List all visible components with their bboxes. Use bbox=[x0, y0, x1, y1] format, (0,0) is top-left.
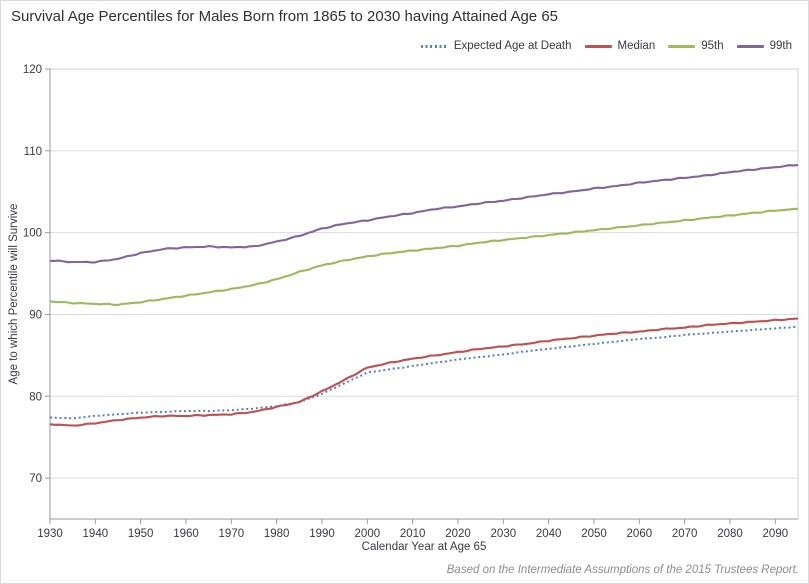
legend-label: Expected Age at Death bbox=[453, 40, 572, 52]
series-line-95th bbox=[49, 207, 799, 306]
series-line-99th bbox=[49, 164, 799, 264]
x-tick-label: 1970 bbox=[219, 528, 245, 540]
y-tick-label: 70 bbox=[29, 473, 42, 485]
legend-item-median: Median bbox=[584, 40, 656, 52]
series-line-median bbox=[49, 317, 799, 427]
legend-item-95th: 95th bbox=[668, 40, 724, 52]
plot-border bbox=[49, 68, 799, 520]
y-tick-label: 90 bbox=[29, 309, 42, 321]
y-tick-label: 100 bbox=[23, 228, 42, 240]
legend-label: 95th bbox=[701, 40, 724, 52]
legend-label: Median bbox=[617, 40, 656, 52]
series-line-expected-age-at-death bbox=[49, 325, 799, 420]
95th-line-swatch-icon bbox=[668, 44, 696, 48]
legend: Expected Age at Death Median 95th 99th bbox=[420, 40, 792, 52]
source-note: Based on the Intermediate Assumptions of… bbox=[446, 564, 799, 576]
y-tick-label: 120 bbox=[23, 64, 42, 76]
legend-label: 99th bbox=[769, 40, 792, 52]
y-tick-label: 110 bbox=[24, 146, 42, 158]
x-tick-label: 2090 bbox=[763, 528, 789, 540]
x-tick-label: 1950 bbox=[128, 528, 154, 540]
y-axis-title: Age to which Percentile will Survive bbox=[8, 203, 20, 385]
99th-line-swatch-icon bbox=[736, 44, 764, 48]
x-tick-label: 2060 bbox=[627, 528, 653, 540]
x-tick-label: 2040 bbox=[536, 528, 562, 540]
legend-item-99th: 99th bbox=[736, 40, 792, 52]
x-tick-label: 1990 bbox=[309, 528, 335, 540]
x-tick-label: 2010 bbox=[400, 528, 426, 540]
x-axis-title: Calendar Year at Age 65 bbox=[361, 541, 487, 553]
x-tick-label: 1960 bbox=[173, 528, 199, 540]
chart-title: Survival Age Percentiles for Males Born … bbox=[11, 8, 559, 25]
y-tick-label: 80 bbox=[29, 391, 42, 403]
x-tick-label: 1980 bbox=[264, 528, 290, 540]
x-tick-label: 1940 bbox=[83, 528, 109, 540]
x-tick-label: 2030 bbox=[491, 528, 517, 540]
median-line-swatch-icon bbox=[584, 44, 612, 48]
x-tick-label: 2000 bbox=[355, 528, 381, 540]
x-tick-label: 2020 bbox=[445, 528, 471, 540]
x-tick-label: 2080 bbox=[717, 528, 743, 540]
expected-age-line-swatch-icon bbox=[420, 44, 448, 48]
x-tick-label: 1930 bbox=[37, 528, 63, 540]
x-tick-label: 2050 bbox=[581, 528, 607, 540]
x-tick-label: 2070 bbox=[672, 528, 698, 540]
legend-item-expected-age-at-death: Expected Age at Death bbox=[420, 40, 572, 52]
